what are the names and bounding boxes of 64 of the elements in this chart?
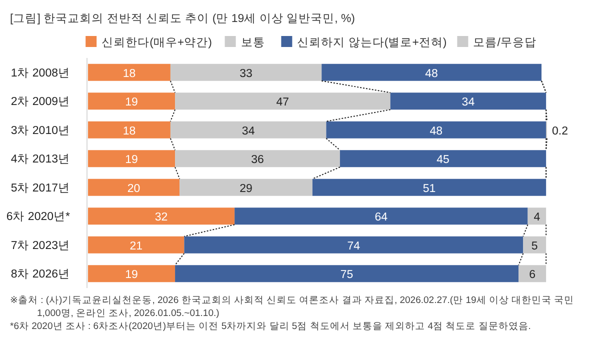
data-label: 74: [347, 240, 361, 252]
y-tick-label: 5차 2017년: [10, 182, 70, 194]
data-label: 48: [425, 68, 438, 80]
bar: [523, 236, 546, 254]
data-label: 45: [436, 154, 450, 166]
data-label: 0.2: [552, 125, 568, 138]
bar: [88, 150, 176, 168]
legend-label: 신뢰하지 않는다(별로+전혀): [297, 37, 447, 49]
bar: [390, 92, 546, 110]
bar: [326, 121, 546, 138]
data-label: 29: [240, 182, 252, 195]
bar: [88, 92, 176, 110]
bar: [340, 150, 546, 168]
text: ※출처 : (사)기독교윤리실천운동, 2026 한국교회의 사회적 신뢰도 여론조사 결과 자료집, 2026.02.27.(만 19세 이상 대한민국 국민 1,000명, 온라인 조사, 2026.01.05.~01.10.): [10, 295, 574, 319]
chart-title: [그림] 한국교회의 전반적 신뢰도 추이 (만 19세 이상 일반국민, %): [10, 13, 356, 25]
bar: [88, 178, 180, 196]
bar: [175, 265, 519, 282]
data-label: 64: [374, 212, 388, 224]
legend-label: 신뢰한다(매우+약간): [102, 37, 212, 49]
data-label: 47: [276, 96, 290, 109]
bar: [175, 150, 340, 168]
y-tick-label: 8차 2026년: [10, 268, 70, 281]
bar: [528, 208, 546, 225]
data-label: 51: [422, 182, 436, 195]
data-label: 75: [340, 269, 354, 282]
bar: [170, 121, 326, 138]
data-label: 19: [125, 154, 138, 166]
y-tick-label: 6차 2020년*: [6, 211, 71, 224]
data-label: 19: [125, 96, 138, 109]
data-label: 33: [240, 68, 252, 80]
bar: [175, 92, 390, 110]
bar: [88, 236, 184, 254]
y-tick-label: 7차 2023년: [10, 240, 70, 252]
data-label: 19: [125, 269, 138, 282]
legend-label: 보통: [240, 37, 265, 49]
data-label: 5: [531, 240, 538, 252]
data-label: 34: [462, 96, 476, 109]
y-tick-label: 2차 2009년: [10, 96, 70, 108]
bar: [322, 64, 542, 81]
bar: [234, 208, 528, 225]
data-label: 48: [430, 125, 443, 138]
data-label: 36: [251, 154, 264, 166]
data-label: 4: [534, 212, 541, 224]
data-label: 34: [242, 125, 256, 138]
legend-label: 모름/무응답: [473, 37, 536, 49]
bar: [170, 64, 322, 81]
y-tick-label: 3차 2010년: [10, 124, 70, 137]
y-tick-label: 1차 2008년: [10, 67, 70, 80]
bar: [88, 208, 235, 225]
data-label: 32: [154, 212, 168, 224]
bar: [180, 178, 312, 196]
bar: [518, 265, 546, 282]
data-label: 21: [130, 240, 142, 252]
bar: [184, 236, 524, 254]
data-label: 6: [529, 269, 536, 282]
bar: [312, 178, 546, 196]
data-label: 20: [127, 182, 140, 195]
data-label: 18: [122, 68, 136, 80]
bar: [88, 265, 176, 282]
text: *6차 2020년 조사 : 6차조사(2020년)부터는 이전 5차까지와 달리 5점 척도에서 보통을 제외하고 4점 척도로 질문하였음.: [10, 321, 531, 332]
data-label: 18: [122, 125, 136, 138]
bar: [88, 121, 170, 138]
bar: [88, 64, 170, 81]
y-tick-label: 4차 2013년: [10, 154, 70, 166]
